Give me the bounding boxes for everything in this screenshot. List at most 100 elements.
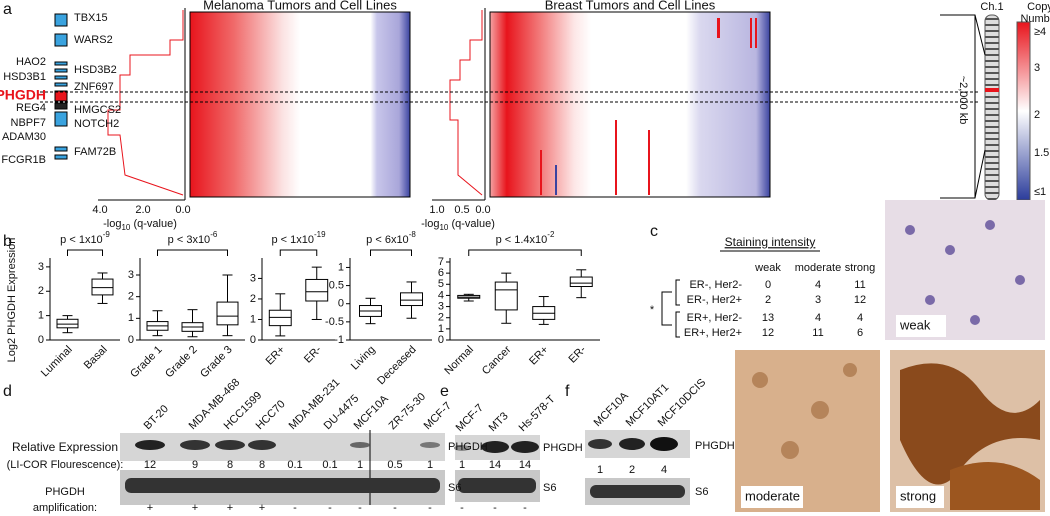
expression-value: 0.5 [387,459,402,471]
gene-label: PHGDH [0,87,46,103]
y-tick-label: 1 [38,310,44,322]
significance-bracket [370,249,412,256]
expression-value: 1 [459,459,465,471]
colorbar-tick-label: 2 [1034,109,1040,121]
q-tick-label: 2.0 [135,204,150,216]
p-value-text: p < 1x10 [271,234,314,246]
box [216,301,239,326]
q-tick-label: 0.0 [475,204,490,216]
expression-value: 9 [192,459,198,471]
p-value-exp: -2 [547,230,555,239]
y-tick-label: 1 [250,313,256,325]
expression-value: 1 [597,464,603,476]
cell: 2 [765,294,771,306]
expression-value: 2 [629,464,635,476]
lane-label: MCF-7 [454,402,486,434]
gene-label: HMGCS2 [74,104,121,116]
chromosome-label: Ch.1 [980,1,1003,13]
panel-letter: f [565,383,570,400]
y-axis-label: Log2 PHGDH Expression [6,238,18,363]
q-label-part: -log [421,218,439,230]
bracket [661,291,672,326]
q-axis-label: -log10 (q-value) [103,218,177,232]
x-tick-label: Grade 3 [198,344,235,381]
x-tick-label: ER+ [527,344,551,368]
colorbar-title: Copy [1027,1,1050,13]
gene-label: NOTCH2 [74,118,119,130]
blot-label: PHGDH [695,440,735,452]
expression-value: 4 [661,464,667,476]
table-title: Staining intensity [725,235,816,249]
histology-images [735,200,1045,512]
expression-value: 0.1 [322,459,337,471]
gene-label: REG4 [16,102,46,114]
panel-letter: a [3,1,12,18]
panel-letter: c [650,223,658,240]
amplification-value: - [428,502,432,514]
blot-label: PHGDH [448,441,488,453]
x-tick-label: Luminal [39,344,75,380]
breast-heatmap [490,12,770,197]
q-tick-label: 0.5 [454,204,469,216]
amplification-value: + [147,502,153,514]
significance-bracket [67,249,103,256]
amplification-value: - [358,502,362,514]
expression-value: 14 [489,459,501,471]
panel-a-graphics [40,8,1031,201]
y-tick-label: 0 [128,334,134,346]
blot-label: S6 [695,486,708,498]
q-label-part: (q-value) [448,218,494,230]
x-tick-label: Normal [442,344,476,378]
y-tick-label: 0 [250,334,256,346]
gene-label: ZNF697 [74,81,114,93]
y-tick-label: 2 [438,312,444,324]
heatmap-title: Breast Tumors and Cell Lines [545,0,716,12]
x-tick-label: Living [349,344,378,373]
amplification-value: - [493,502,497,514]
panel-letter: d [3,383,12,400]
colorbar-tick-label: 3 [1034,62,1040,74]
significance-bracket [279,249,318,256]
span-label: ~2,000 kb [957,76,969,125]
x-tick-label: Grade 2 [163,344,200,381]
cell: 0 [765,279,771,291]
x-tick-label: Cancer [480,343,514,377]
lane-label: Hs-578-T [517,393,558,434]
row-label: amplification: [33,502,97,514]
lane-label: ZR-75-30 [387,391,428,432]
expression-value: 14 [519,459,531,471]
amplification-value: - [460,502,464,514]
gene-label: ADAM30 [2,131,46,143]
y-tick-label: 3 [38,261,44,273]
box [400,292,423,307]
gene-label: FAM72B [74,146,116,158]
row-label: PHGDH [45,486,85,498]
blot-label: S6 [448,482,461,494]
lane-label: MCF-7 [422,400,454,432]
gene-label: HSD3B2 [74,64,117,76]
gene-label: HAO2 [16,56,46,68]
expression-value: 1 [357,459,363,471]
bracket [675,279,680,306]
y-tick-label: 2 [128,291,134,303]
amplification-value: - [393,502,397,514]
cell: 13 [762,312,774,324]
blots [120,430,690,505]
significance-bracket [468,249,582,256]
cell: 12 [762,327,774,339]
x-tick-label: ER+ [264,344,288,368]
amplification-value: + [192,502,198,514]
p-value: p < 1.4x10-2 [496,230,555,246]
column-header: weak [754,262,781,274]
x-tick-label: ER- [302,343,324,365]
cell: 3 [815,294,821,306]
y-tick-label: 6 [438,267,444,279]
gene-label: NBPF7 [11,117,46,129]
y-tick-label: 4 [438,289,444,301]
y-tick-label: 1 [338,261,344,273]
x-tick-label: Grade 1 [128,344,165,381]
q-label-part: (q-value) [130,218,176,230]
lane-label: MT3 [487,410,511,434]
blot-label: S6 [543,482,556,494]
